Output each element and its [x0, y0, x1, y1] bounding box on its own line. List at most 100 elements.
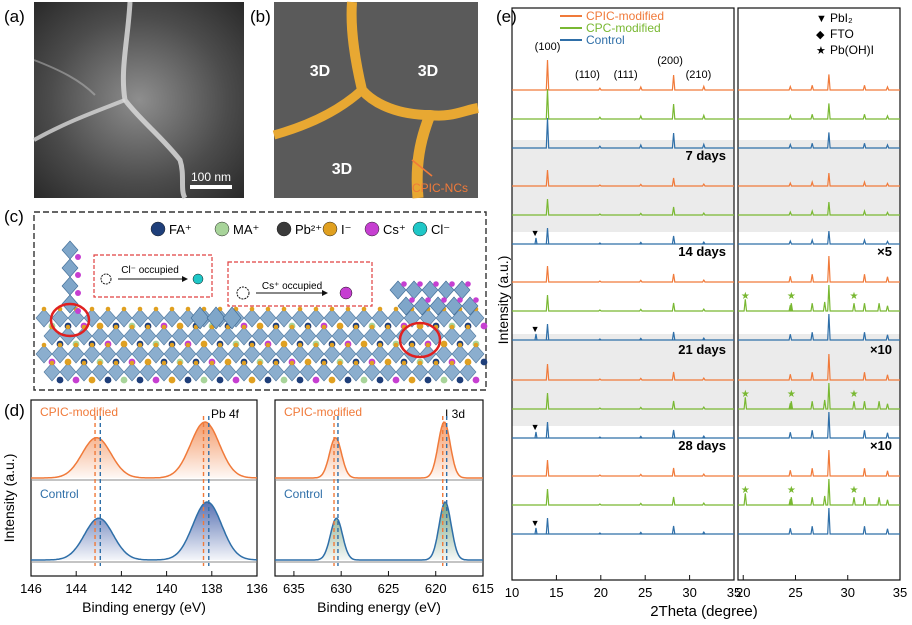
xrd-tick-label: 30 [841, 585, 855, 600]
region-3d-2: 3D [418, 63, 438, 80]
xps-spectrum-line [31, 501, 258, 561]
legend-ion-label: FA⁺ [169, 222, 192, 237]
xrd-pattern-left [512, 117, 734, 149]
xrd-pattern-right [738, 172, 900, 187]
xps-i-xlabel: Binding energy (eV) [317, 599, 441, 615]
legend-ion-marker [214, 221, 230, 237]
xrd-pattern-right [738, 313, 900, 341]
highlight-circle-right [398, 321, 442, 359]
grain-boundary-ncs [346, 1, 479, 121]
aging-time-label: 14 days [678, 244, 726, 259]
xrd-left-frame [511, 7, 735, 581]
xps-peak-fill [31, 422, 257, 478]
xrd-pattern-right [738, 103, 900, 120]
cs-occupied-label: Cs⁺ occupied [262, 281, 322, 292]
highlight-circle-left [49, 302, 91, 338]
xrd-hkl-labels: (100) (110) (111) (200)(210) [535, 41, 712, 81]
hkl-label: (200) [657, 55, 683, 67]
xrd-pattern-left [512, 488, 734, 506]
aging-time-label: 7 days [686, 148, 726, 163]
xps-pb-xlabel: Binding energy (eV) [82, 599, 206, 615]
xps-i-core-level: I 3d [445, 407, 465, 421]
xrd-pattern-right [738, 411, 900, 439]
xrd-pattern-left [512, 294, 734, 312]
xrd-pattern-right [738, 284, 900, 312]
cl-occupied-label: Cl⁻ occupied [121, 265, 179, 276]
xrd-pattern-right [738, 507, 900, 535]
xps-i-series-control: Control [284, 487, 323, 501]
pboh-marker: ★ [787, 291, 796, 302]
aging-time-label: 28 days [678, 438, 726, 453]
pbi2-marker: ▼ [531, 422, 540, 432]
xrd-right-frame [737, 7, 901, 581]
legend-ion-label: MA⁺ [233, 222, 259, 237]
hkl-label: (210) [686, 69, 712, 81]
pboh-marker: ★ [850, 389, 859, 400]
panel-b: 3D 3D 3D CPIC-NCs (b) [250, 1, 479, 199]
xrd-tick-label: 30 [682, 585, 696, 600]
xps-tick-label: 140 [156, 581, 178, 596]
xps-spectrum-line [275, 421, 483, 479]
legend-ion-label: Cs⁺ [383, 222, 406, 237]
xrd-pattern-right [738, 74, 900, 91]
xps-spectrum-line [31, 421, 257, 479]
xrd-group-bands [512, 140, 900, 426]
pbi2-marker: ▼ [531, 228, 540, 238]
xrd-pattern-right [738, 255, 900, 283]
hkl-label: (111) [614, 69, 638, 81]
xrd-pattern-left [512, 169, 734, 187]
xps-peak-fill [275, 502, 483, 560]
sem-image [34, 2, 244, 198]
legend-ion-label: I⁻ [341, 222, 351, 237]
panel-c: (c) FA⁺ MA⁺ Pb²⁺ I⁻ Cs⁺ Cl⁻ Cl⁻ occupied Cs⁺ … [4, 207, 488, 391]
xps-pb-core-level: Pb 4f [211, 407, 240, 421]
xrd-pattern-left [512, 265, 734, 283]
xps-pb-series-cpic: CPIC-modified [40, 405, 118, 419]
xrd-pattern-left [512, 517, 734, 535]
xrd-pattern-right [738, 478, 900, 506]
xrd-pattern-left [512, 459, 734, 477]
legend-ion-marker [364, 221, 380, 237]
xrd-pattern-left [512, 88, 734, 120]
phase-symbol: ★ [816, 45, 826, 57]
xrd-traces: ▼ ★ ★ ★ ▼ ★ ★ ★ ▼ ★ ★ ★ ▼ [512, 59, 900, 535]
aging-time-label: 21 days [678, 342, 726, 357]
xrd-pattern-right [738, 132, 900, 149]
hkl-label: (100) [535, 41, 561, 53]
xps-tick-label: 138 [201, 581, 223, 596]
xps-tick-label: 142 [111, 581, 133, 596]
cs-callout-box [227, 261, 373, 307]
xrd-pattern-right [738, 382, 900, 410]
structure-frame [33, 211, 487, 391]
phase-label: PbI₂ [830, 11, 853, 25]
xrd-pattern-left [512, 198, 734, 216]
panel-e: (e) Intensity (a.u.) ▼ ★ ★ ★ ▼ ★ ★ ★ ▼ ★ ★ ★ ▼ CPIC-… [495, 7, 907, 620]
legend-ion-marker [412, 221, 428, 237]
panel-e-letter: (e) [496, 7, 517, 26]
legend-ion-label: Cl⁻ [431, 222, 450, 237]
pbi2-marker: ▼ [531, 324, 540, 334]
xrd-pattern-right [738, 449, 900, 477]
xrd-tick-label: 10 [505, 585, 519, 600]
region-3d-3: 3D [332, 161, 352, 178]
xrd-pattern-left [512, 392, 734, 410]
xps-tick-label: 136 [246, 581, 268, 596]
xps-pb-series-control: Control [40, 487, 79, 501]
pboh-marker: ★ [787, 485, 796, 496]
scale-bar [190, 185, 232, 189]
xps-tick-label: 630 [330, 581, 352, 596]
pbi2-marker: ▼ [531, 518, 540, 528]
xrd-tick-label: 35 [727, 585, 741, 600]
hkl-label: (110) [575, 69, 600, 81]
xrd-pattern-right [738, 201, 900, 216]
scale-bar-label: 100 nm [191, 170, 231, 184]
phase-label: FTO [830, 27, 854, 41]
pboh-marker: ★ [741, 291, 750, 302]
phase-label: Pb(OH)I [830, 43, 874, 57]
legend-ion-label: Pb²⁺ [295, 222, 322, 237]
xrd-tick-label: 25 [638, 585, 652, 600]
magnification-label: ×10 [870, 438, 892, 453]
